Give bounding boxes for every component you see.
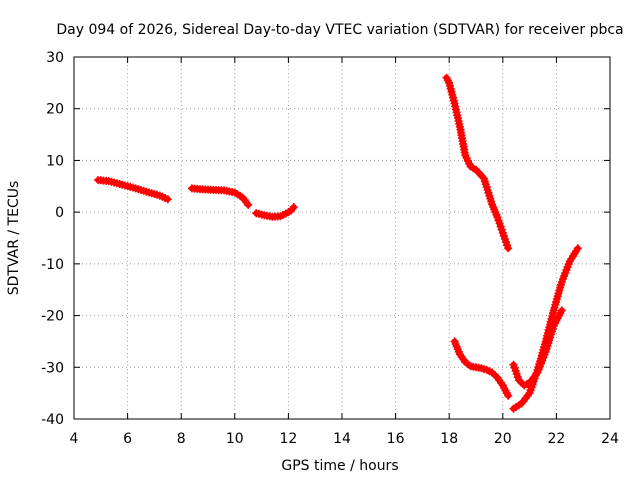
series-arc-3 [252, 203, 298, 221]
y-tick-label: 30 [46, 50, 64, 66]
series-arc-5 [450, 337, 513, 400]
x-tick-label: 22 [547, 431, 565, 447]
grid-layer [74, 57, 610, 419]
x-tick-label: 10 [226, 431, 244, 447]
y-tick-label: -40 [41, 412, 64, 428]
x-axis-title: GPS time / hours [281, 458, 398, 474]
plus-marker [573, 244, 582, 253]
x-tick-label: 18 [440, 431, 458, 447]
plus-marker [244, 200, 253, 209]
plus-marker [504, 391, 513, 400]
series-arc-4 [442, 73, 513, 253]
plus-marker [289, 203, 298, 211]
plus-marker [557, 306, 566, 315]
series-arc-1 [94, 176, 172, 204]
tick-layer: 4 6 8 10 12 14 16 18 20 22 24 -40 -30 -20 -10 0 10 20 30 [41, 50, 619, 447]
y-axis-title: SDTVAR / TECUs [6, 181, 22, 296]
x-tick-label: 4 [70, 431, 79, 447]
series-arc-7 [509, 244, 582, 413]
plus-marker [504, 244, 513, 253]
y-tick-label: 20 [46, 102, 64, 118]
y-tick-label: -20 [41, 309, 64, 325]
plus-marker [163, 195, 172, 204]
series-arc-2 [187, 184, 253, 209]
x-tick-label: 14 [333, 431, 351, 447]
x-tick-label: 20 [494, 431, 512, 447]
y-tick-label: -10 [41, 257, 64, 273]
y-tick-label: 0 [55, 205, 64, 221]
x-tick-label: 24 [601, 431, 619, 447]
series-layer [94, 73, 582, 413]
x-tick-label: 16 [387, 431, 405, 447]
x-tick-label: 8 [177, 431, 186, 447]
y-tick-label: -30 [41, 360, 64, 376]
plus-marker [288, 204, 297, 213]
chart-title: Day 094 of 2026, Sidereal Day-to-day VTE… [56, 22, 623, 38]
x-tick-label: 6 [123, 431, 132, 447]
x-tick-label: 12 [279, 431, 297, 447]
y-tick-label: 10 [46, 153, 64, 169]
